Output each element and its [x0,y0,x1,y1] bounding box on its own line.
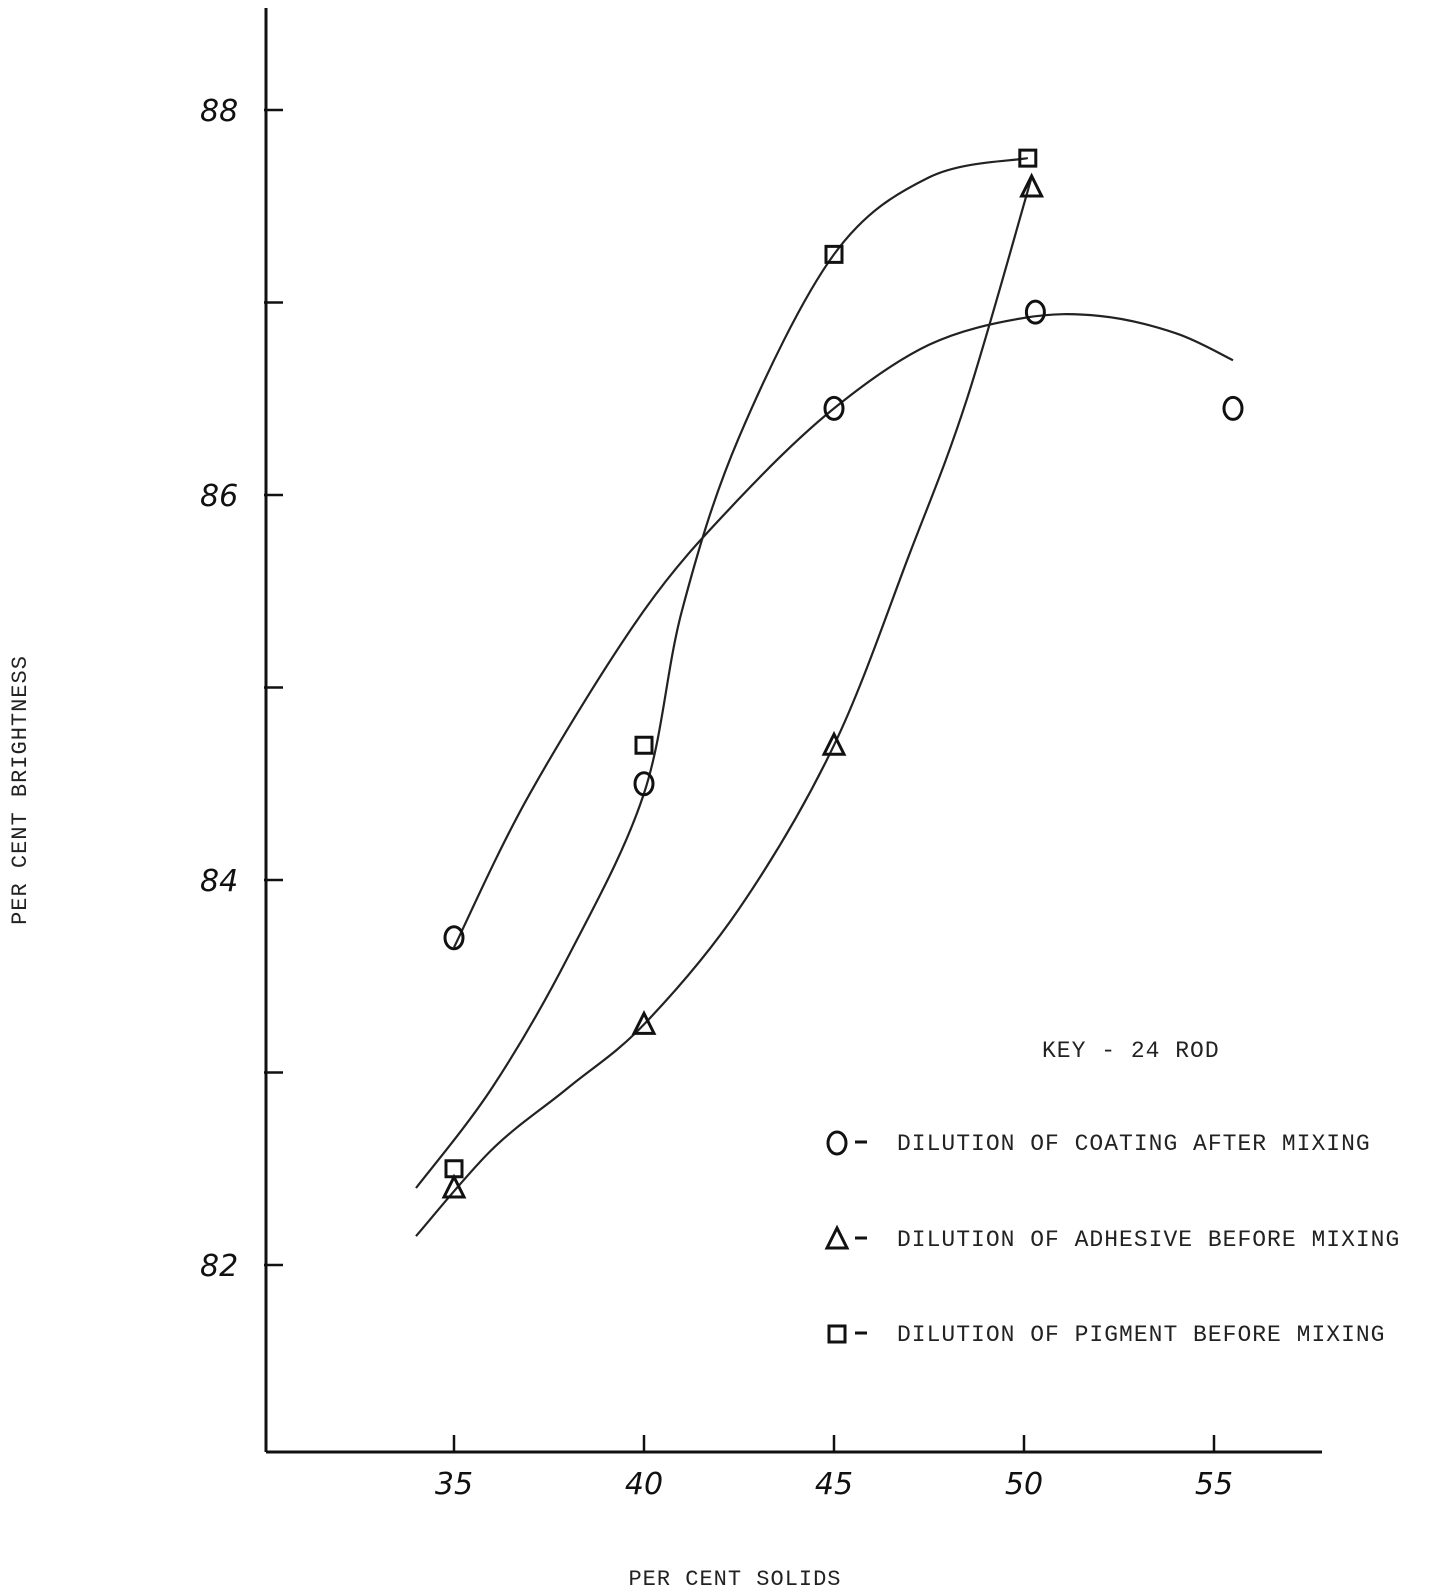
series-circle-point-2 [823,395,845,421]
tick-marks: 82 84 86 88 35 40 45 50 55 [200,94,1233,1502]
series-triangle-point-2 [821,730,847,756]
series-square-point-0 [444,1159,464,1179]
series-square-point-3 [1018,148,1038,168]
legend-square-label: DILUTION OF PIGMENT BEFORE MIXING [897,1322,1385,1348]
x-tick-label-45: 45 [815,1467,853,1502]
series-markers [441,148,1244,1199]
legend-triangle-label: DILUTION OF ADHESIVE BEFORE MIXING [897,1227,1400,1253]
series-circle-point-4 [1222,395,1244,421]
series-triangle-point-3 [1019,172,1045,198]
series-circle-point-1 [633,771,655,797]
series-triangle-curve [415,177,1033,1237]
legend-entries: DILUTION OF COATING AFTER MIXING DILUTION… [824,1130,1400,1348]
legend-square-icon [827,1324,847,1344]
legend-triangle-icon [824,1224,850,1250]
x-tick-label-50: 50 [1005,1467,1043,1502]
legend: KEY - 24 ROD DILUTION OF COATING AFTER M… [824,1038,1400,1348]
x-tick-label-35: 35 [435,1467,473,1502]
y-axis-title: PER CENT BRIGHTNESS [8,655,33,925]
legend-circle-icon [826,1130,848,1156]
y-tick-label-86: 86 [200,479,238,514]
series-square-point-2 [824,244,844,264]
x-tick-label-55: 55 [1195,1467,1233,1502]
series-circle-point-3 [1024,299,1046,325]
y-tick-label-88: 88 [200,94,238,129]
series-circle-point-0 [443,925,465,951]
legend-title: KEY - 24 ROD [1042,1038,1220,1064]
x-axis-title: PER CENT SOLIDS [628,1567,841,1592]
legend-circle-label: DILUTION OF COATING AFTER MIXING [897,1131,1371,1157]
y-tick-label-82: 82 [200,1249,238,1284]
y-tick-label-84: 84 [200,864,238,899]
x-tick-label-40: 40 [625,1467,663,1502]
series-square-curve [415,157,1029,1189]
series-circle-curve [453,313,1234,948]
axes [264,8,1322,1454]
series-curves [415,157,1234,1237]
series-triangle-point-0 [441,1173,467,1199]
series-square-point-1 [634,735,654,755]
series-triangle-point-1 [631,1010,657,1035]
